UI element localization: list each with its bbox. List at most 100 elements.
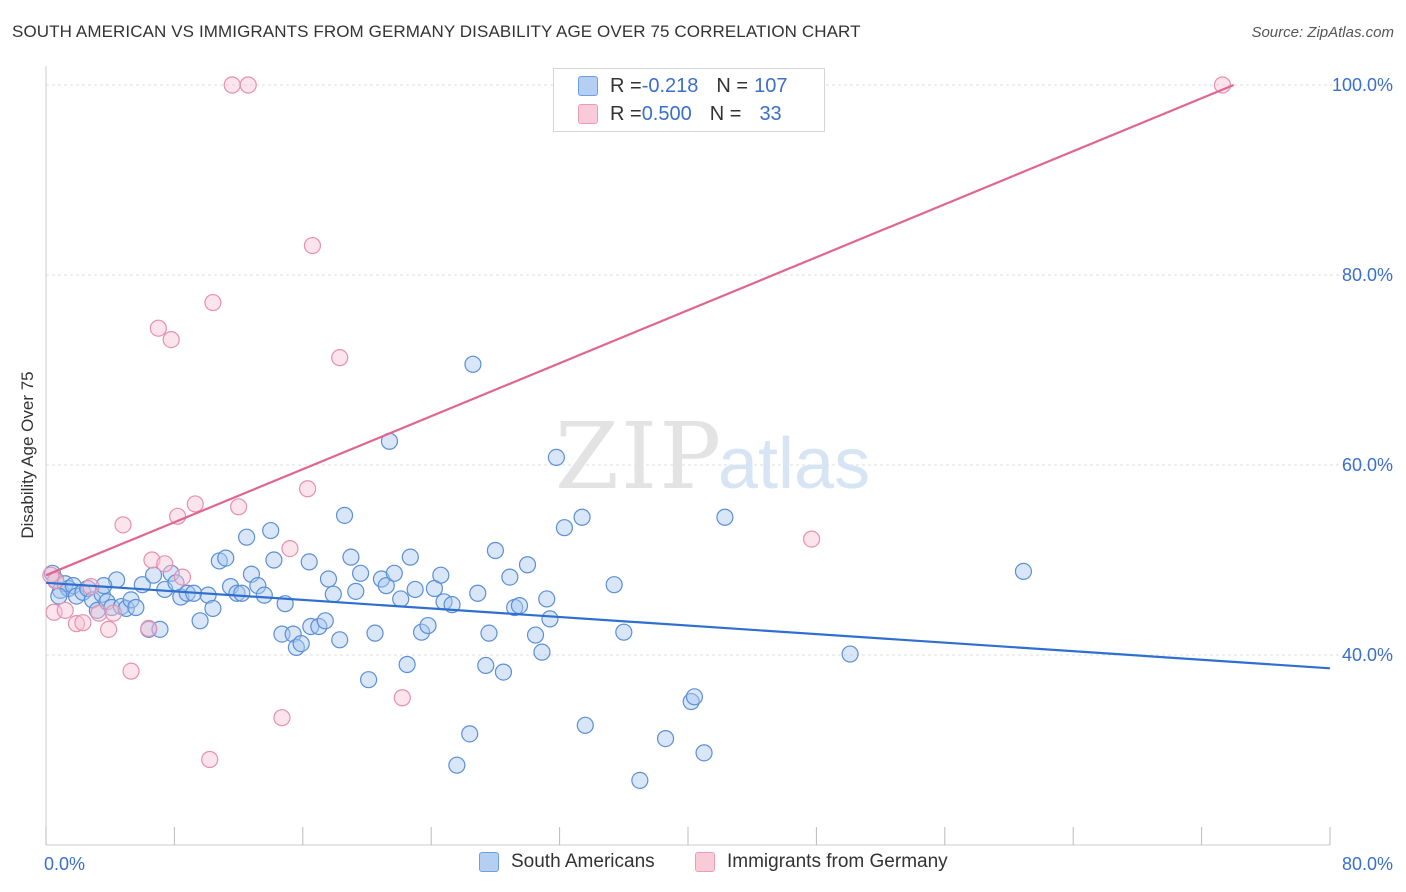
blue-swatch [578, 76, 598, 96]
y-tick-label: 100.0% [1332, 75, 1393, 95]
south-american-point [555, 519, 574, 537]
south-american-point [695, 744, 713, 762]
legend-label: Immigrants from Germany [727, 851, 948, 872]
south-american-point [533, 643, 551, 661]
south-american-point [347, 582, 365, 600]
legend-row-south-americans: R = -0.218 N = 107 [578, 73, 787, 99]
south-american-point [412, 623, 431, 641]
south-american-point [406, 580, 424, 599]
y-tick-label: 80.0% [1342, 265, 1393, 285]
south-american-point [480, 624, 498, 642]
x-tick-label: 80.0% [1342, 854, 1393, 874]
correlation-legend: R = -0.218 N = 107 R = 0.500 N = 33 [553, 68, 825, 132]
south-american-point [398, 655, 416, 674]
south-american-point [191, 612, 209, 630]
south-american-point [432, 566, 450, 584]
south-american-point [656, 729, 675, 748]
south-american-point [50, 587, 68, 605]
south-american-point [262, 521, 280, 540]
south-american-point [538, 590, 556, 608]
germany-point [90, 604, 108, 622]
south-american-point [448, 756, 466, 774]
germany-point [173, 568, 192, 586]
south-american-point [204, 599, 222, 618]
germany-point [56, 601, 74, 619]
south-american-point [494, 663, 513, 681]
south-american-point [233, 584, 251, 602]
south-american-point [238, 528, 256, 546]
germany-point [299, 480, 317, 498]
trend-layer [45, 83, 1331, 670]
germany-point [393, 689, 411, 707]
x-tick-label: 0.0% [44, 854, 85, 874]
watermark-atlas: atlas [718, 424, 870, 504]
r-label: R = [610, 102, 642, 125]
south-american-point [316, 612, 334, 630]
germany-point [201, 750, 219, 769]
pink-swatch [578, 104, 598, 124]
south-american-point [1014, 562, 1033, 581]
south-american-point [573, 508, 591, 526]
pink-swatch [695, 852, 715, 872]
germany-point [140, 619, 158, 638]
south-american-trend-line [45, 581, 1331, 670]
south-american-point [605, 576, 623, 594]
south-american-point [716, 508, 734, 526]
germany-point [230, 498, 248, 516]
south-american-point [385, 564, 403, 582]
n-value: 33 [759, 102, 782, 125]
south-american-point [576, 716, 594, 734]
south-american-point [682, 692, 700, 711]
legend-item-south-americans: South Americans [479, 851, 655, 873]
south-american-point [526, 626, 545, 644]
r-label: R = [610, 74, 642, 97]
y-tick-label: 40.0% [1342, 645, 1393, 665]
south-american-point [144, 566, 163, 584]
germany-point [42, 566, 60, 584]
south-american-point [685, 688, 704, 706]
south-american-point [228, 584, 246, 602]
germany-point [204, 293, 222, 312]
n-label: N = [716, 74, 749, 97]
germany-point [67, 615, 86, 633]
south-american-point [477, 656, 495, 675]
germany-point [239, 76, 257, 94]
y-axis-label: Disability Age Over 75 [18, 371, 37, 538]
south-american-point [501, 568, 519, 586]
germany-point [74, 614, 92, 632]
south-american-point [392, 590, 410, 608]
south-american-point [518, 556, 537, 574]
germany-point [162, 331, 180, 349]
legend-item-germany: Immigrants from Germany [695, 851, 948, 873]
south-american-point [366, 624, 384, 642]
south-american-point [265, 551, 283, 569]
points-layer [42, 76, 1232, 790]
south-american-point [292, 634, 310, 653]
germany-point [149, 319, 167, 337]
south-american-point [541, 610, 559, 628]
watermark-zip: ZIP [555, 403, 723, 510]
south-american-point [464, 355, 482, 373]
south-american-point [631, 771, 649, 790]
south-american-point [486, 541, 504, 560]
germany-point [281, 539, 299, 558]
germany-point [122, 662, 140, 680]
germany-point [104, 604, 123, 622]
south-american-point [127, 598, 145, 617]
south-american-point [351, 564, 370, 582]
germany-point [186, 495, 204, 513]
south-american-point [841, 645, 859, 663]
south-american-point [335, 506, 354, 524]
south-american-point [377, 577, 395, 595]
south-american-point [469, 584, 487, 602]
south-american-point [162, 564, 180, 582]
source-label: Source: ZipAtlas.com [1251, 24, 1394, 41]
chart-title: SOUTH AMERICAN VS IMMIGRANTS FROM GERMAN… [12, 22, 861, 41]
south-american-point [331, 631, 349, 649]
germany-point [331, 349, 349, 367]
south-american-point [249, 577, 267, 595]
watermark: ZIP atlas [555, 403, 870, 510]
legend-row-germany: R = 0.500 N = 33 [578, 101, 782, 127]
n-value: 107 [754, 74, 788, 97]
